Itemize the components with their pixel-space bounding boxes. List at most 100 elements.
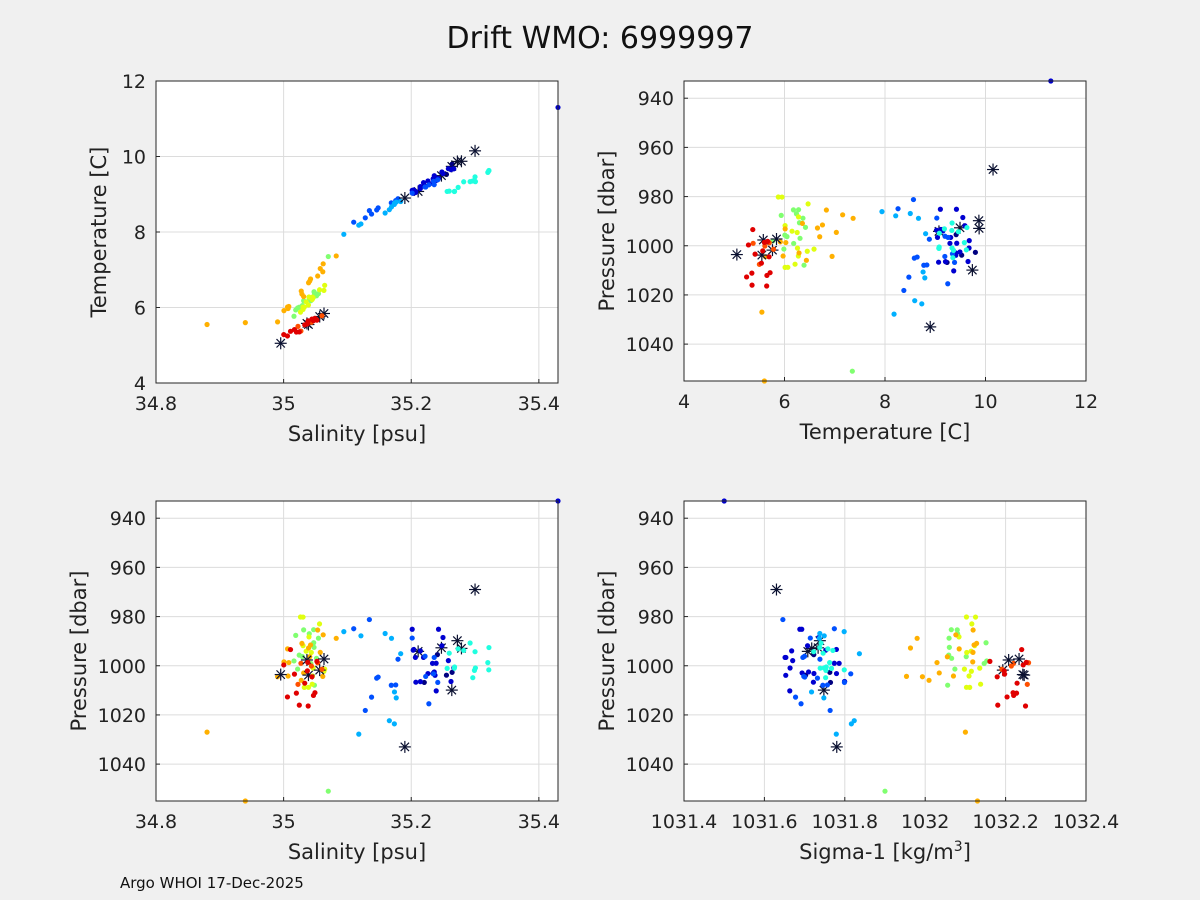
tp-data-point <box>749 282 755 288</box>
dp-x-axis-label: Sigma-1 [kg/m3] <box>799 839 971 864</box>
dp-data-point <box>1019 646 1025 653</box>
tp-data-point <box>789 228 795 234</box>
dp-star-point <box>830 740 843 753</box>
tp-data-point <box>926 236 932 242</box>
sp-x-tick-label: 35 <box>272 811 296 833</box>
dp-data-point <box>780 616 786 623</box>
sp-data-point <box>433 660 439 666</box>
tp-data-point <box>783 239 789 246</box>
dp-data-point <box>949 655 955 661</box>
sp-data-point <box>472 649 478 655</box>
dp-data-point <box>983 640 989 646</box>
dp-data-point <box>1024 681 1030 687</box>
sp-data-point <box>431 654 437 661</box>
tp-data-point <box>895 206 901 212</box>
sp-data-point <box>471 667 478 673</box>
dp-data-point <box>967 684 973 690</box>
tp-y-axis-label: Pressure [dbar] <box>595 151 619 312</box>
star-stroke <box>400 193 410 203</box>
tp-data-point <box>770 246 777 252</box>
ts-star-point <box>274 337 287 350</box>
star-stroke <box>470 146 480 156</box>
dp-data-point <box>830 647 836 654</box>
sp-data-point <box>423 673 429 680</box>
dp-data-point <box>926 677 932 683</box>
ts-data-point <box>312 315 318 321</box>
ts-data-point <box>422 184 428 190</box>
sp-data-point <box>398 651 404 657</box>
tp-data-point <box>849 368 855 374</box>
ts-data-point <box>420 180 427 186</box>
sp-data-point <box>409 626 415 632</box>
sp-data-point <box>455 646 461 652</box>
tp-x-tick-label: 6 <box>778 391 790 413</box>
dp-data-point <box>818 640 824 646</box>
star-stroke <box>758 235 768 245</box>
tp-star-point <box>973 222 986 235</box>
dp-data-point <box>836 660 842 666</box>
sp-data-point <box>443 672 450 678</box>
dp-data-point <box>903 673 910 679</box>
dp-star-point <box>770 583 783 596</box>
sp-data-point <box>341 629 347 635</box>
ts-x-tick-label: 34.8 <box>135 393 177 415</box>
dp-data-point <box>831 626 837 632</box>
star-stroke <box>276 669 286 680</box>
tp-star-point <box>987 163 1000 176</box>
tp-data-point <box>782 226 788 232</box>
tp-y-tick-label: 1000 <box>626 236 674 258</box>
sp-data-point <box>356 731 362 737</box>
footer-credit: Argo WHOI 17-Dec-2025 <box>120 874 304 892</box>
tp-x-tick-label: 8 <box>879 391 891 413</box>
star-stroke <box>967 265 977 275</box>
ts-data-point <box>320 261 326 267</box>
ts-x-tick-label: 35 <box>272 393 296 415</box>
sp-data-point <box>446 650 452 656</box>
tp-data-point <box>937 206 943 212</box>
tp-data-point <box>750 226 756 233</box>
dp-data-point <box>948 627 954 633</box>
ts-data-point <box>316 287 323 293</box>
sp-data-point <box>312 690 318 696</box>
salinity-pressure-panel: 34.8 35 35.2 35.4 940 960 980 1000 1020 1040 Salin… <box>67 498 561 864</box>
sp-data-point <box>435 679 441 686</box>
tp-data-point <box>764 283 770 289</box>
sp-data-point <box>445 658 451 664</box>
sp-data-point <box>362 707 368 714</box>
dp-data-point <box>811 649 817 655</box>
tp-y-tick-label: 1040 <box>626 334 674 356</box>
dp-data-point <box>787 665 793 671</box>
sp-data-point <box>295 666 301 672</box>
star-stroke <box>470 584 480 595</box>
dp-data-point <box>820 650 826 656</box>
ts-y-axis-label: Temperature [C] <box>87 147 111 319</box>
tp-star-point <box>972 214 985 227</box>
sp-data-point <box>301 684 307 690</box>
dp-data-point <box>969 621 975 627</box>
sp-data-point <box>391 689 398 695</box>
dp-data-point <box>824 682 830 688</box>
ts-star-point <box>398 192 411 205</box>
sp-star-point <box>469 583 482 596</box>
dp-x-tick-label: 1032 <box>901 811 949 833</box>
tp-data-point <box>960 214 966 221</box>
dp-data-point <box>1020 662 1026 668</box>
dp-data-point <box>1004 694 1010 700</box>
dp-data-point <box>802 674 808 680</box>
sp-data-point <box>291 658 297 664</box>
sp-data-point <box>410 647 416 653</box>
ts-data-point <box>426 182 432 188</box>
temperature-pressure-panel: 4 6 8 10 12 940 960 980 1000 1020 1040 Temperature … <box>595 78 1098 444</box>
ts-data-point <box>311 289 317 295</box>
ts-data-point <box>358 221 364 227</box>
ts-data-point <box>393 199 399 205</box>
tp-data-point <box>951 259 958 266</box>
dp-x-tick-label: 1031.8 <box>812 811 878 833</box>
ts-data-point <box>297 309 304 315</box>
dp-data-point <box>848 671 854 677</box>
ts-y-tick-label: 8 <box>134 222 146 244</box>
sp-data-point <box>388 682 394 688</box>
sp-data-point <box>281 662 287 668</box>
sp-data-point <box>315 627 321 633</box>
tp-data-point <box>796 250 802 256</box>
